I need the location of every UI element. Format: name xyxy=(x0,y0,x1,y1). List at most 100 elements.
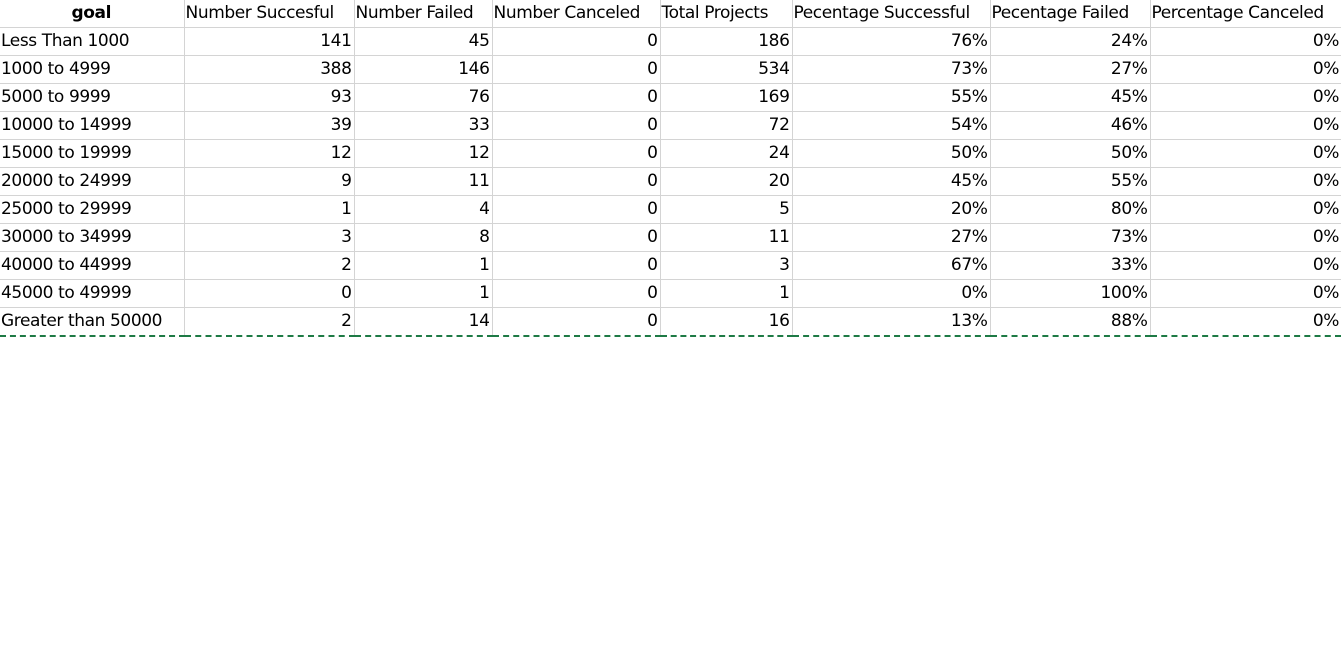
cell-total-projects[interactable]: 11 xyxy=(660,223,793,252)
cell-percentage-failed[interactable]: 46% xyxy=(990,111,1151,140)
cell-number-successful[interactable]: 93 xyxy=(184,83,355,112)
cell-number-successful[interactable]: 2 xyxy=(184,251,355,280)
cell-percentage-successful[interactable]: 13% xyxy=(792,307,991,337)
cell-number-canceled[interactable]: 0 xyxy=(492,55,661,84)
cell-goal[interactable]: 25000 to 29999 xyxy=(0,195,185,224)
cell-percentage-successful[interactable]: 67% xyxy=(792,251,991,280)
cell-number-canceled[interactable]: 0 xyxy=(492,139,661,168)
cell-percentage-failed[interactable]: 80% xyxy=(990,195,1151,224)
cell-total-projects[interactable]: 24 xyxy=(660,139,793,168)
cell-number-successful[interactable]: 3 xyxy=(184,223,355,252)
cell-percentage-successful[interactable]: 45% xyxy=(792,167,991,196)
cell-percentage-canceled[interactable]: 0% xyxy=(1150,195,1341,224)
cell-number-successful[interactable]: 9 xyxy=(184,167,355,196)
cell-number-failed[interactable]: 12 xyxy=(354,139,493,168)
cell-percentage-successful[interactable]: 27% xyxy=(792,223,991,252)
cell-percentage-failed[interactable]: 73% xyxy=(990,223,1151,252)
cell-percentage-canceled[interactable]: 0% xyxy=(1150,223,1341,252)
cell-percentage-failed[interactable]: 33% xyxy=(990,251,1151,280)
cell-number-successful[interactable]: 12 xyxy=(184,139,355,168)
cell-number-failed[interactable]: 1 xyxy=(354,251,493,280)
cell-total-projects[interactable]: 186 xyxy=(660,27,793,56)
cell-percentage-canceled[interactable]: 0% xyxy=(1150,279,1341,308)
header-cell-percentage-canceled[interactable]: Percentage Canceled xyxy=(1150,0,1341,28)
cell-percentage-failed[interactable]: 88% xyxy=(990,307,1151,337)
cell-number-failed[interactable]: 33 xyxy=(354,111,493,140)
table-row: Less Than 1000 141 45 0 186 76% 24% 0% xyxy=(0,27,1341,56)
cell-percentage-successful[interactable]: 20% xyxy=(792,195,991,224)
cell-goal[interactable]: Greater than 50000 xyxy=(0,307,185,337)
cell-percentage-canceled[interactable]: 0% xyxy=(1150,27,1341,56)
cell-number-failed[interactable]: 45 xyxy=(354,27,493,56)
cell-goal[interactable]: 1000 to 4999 xyxy=(0,55,185,84)
header-cell-goal[interactable]: goal xyxy=(0,0,185,28)
table-row: 1000 to 4999 388 146 0 534 73% 27% 0% xyxy=(0,55,1341,84)
cell-percentage-canceled[interactable]: 0% xyxy=(1150,111,1341,140)
cell-percentage-canceled[interactable]: 0% xyxy=(1150,251,1341,280)
cell-number-successful[interactable]: 141 xyxy=(184,27,355,56)
header-cell-percentage-successful[interactable]: Pecentage Successful xyxy=(792,0,991,28)
cell-percentage-canceled[interactable]: 0% xyxy=(1150,83,1341,112)
cell-number-canceled[interactable]: 0 xyxy=(492,111,661,140)
cell-number-canceled[interactable]: 0 xyxy=(492,27,661,56)
cell-percentage-canceled[interactable]: 0% xyxy=(1150,307,1341,337)
cell-number-successful[interactable]: 2 xyxy=(184,307,355,337)
cell-number-failed[interactable]: 4 xyxy=(354,195,493,224)
cell-number-successful[interactable]: 39 xyxy=(184,111,355,140)
cell-number-canceled[interactable]: 0 xyxy=(492,307,661,337)
cell-goal[interactable]: Less Than 1000 xyxy=(0,27,185,56)
cell-number-successful[interactable]: 1 xyxy=(184,195,355,224)
table-row: 40000 to 44999 2 1 0 3 67% 33% 0% xyxy=(0,251,1341,280)
cell-percentage-canceled[interactable]: 0% xyxy=(1150,139,1341,168)
cell-percentage-failed[interactable]: 50% xyxy=(990,139,1151,168)
cell-number-canceled[interactable]: 0 xyxy=(492,223,661,252)
cell-goal[interactable]: 20000 to 24999 xyxy=(0,167,185,196)
cell-total-projects[interactable]: 1 xyxy=(660,279,793,308)
cell-number-failed[interactable]: 11 xyxy=(354,167,493,196)
cell-total-projects[interactable]: 169 xyxy=(660,83,793,112)
cell-number-canceled[interactable]: 0 xyxy=(492,83,661,112)
cell-percentage-successful[interactable]: 50% xyxy=(792,139,991,168)
cell-percentage-successful[interactable]: 54% xyxy=(792,111,991,140)
cell-total-projects[interactable]: 3 xyxy=(660,251,793,280)
cell-number-canceled[interactable]: 0 xyxy=(492,251,661,280)
cell-number-failed[interactable]: 76 xyxy=(354,83,493,112)
header-cell-number-successful[interactable]: Number Succesful xyxy=(184,0,355,28)
cell-total-projects[interactable]: 5 xyxy=(660,195,793,224)
cell-percentage-successful[interactable]: 55% xyxy=(792,83,991,112)
cell-number-successful[interactable]: 388 xyxy=(184,55,355,84)
cell-goal[interactable]: 5000 to 9999 xyxy=(0,83,185,112)
cell-number-failed[interactable]: 8 xyxy=(354,223,493,252)
cell-number-canceled[interactable]: 0 xyxy=(492,167,661,196)
cell-percentage-failed[interactable]: 55% xyxy=(990,167,1151,196)
cell-number-failed[interactable]: 14 xyxy=(354,307,493,337)
cell-number-canceled[interactable]: 0 xyxy=(492,195,661,224)
cell-total-projects[interactable]: 72 xyxy=(660,111,793,140)
header-cell-total-projects[interactable]: Total Projects xyxy=(660,0,793,28)
cell-percentage-failed[interactable]: 45% xyxy=(990,83,1151,112)
table-row: 30000 to 34999 3 8 0 11 27% 73% 0% xyxy=(0,223,1341,252)
cell-percentage-canceled[interactable]: 0% xyxy=(1150,55,1341,84)
cell-total-projects[interactable]: 16 xyxy=(660,307,793,337)
cell-goal[interactable]: 15000 to 19999 xyxy=(0,139,185,168)
header-cell-number-canceled[interactable]: Number Canceled xyxy=(492,0,661,28)
cell-percentage-successful[interactable]: 0% xyxy=(792,279,991,308)
cell-total-projects[interactable]: 20 xyxy=(660,167,793,196)
cell-percentage-successful[interactable]: 76% xyxy=(792,27,991,56)
cell-percentage-canceled[interactable]: 0% xyxy=(1150,167,1341,196)
cell-percentage-failed[interactable]: 27% xyxy=(990,55,1151,84)
cell-number-canceled[interactable]: 0 xyxy=(492,279,661,308)
cell-number-failed[interactable]: 146 xyxy=(354,55,493,84)
header-cell-percentage-failed[interactable]: Pecentage Failed xyxy=(990,0,1151,28)
header-cell-number-failed[interactable]: Number Failed xyxy=(354,0,493,28)
cell-number-failed[interactable]: 1 xyxy=(354,279,493,308)
cell-total-projects[interactable]: 534 xyxy=(660,55,793,84)
cell-goal[interactable]: 10000 to 14999 xyxy=(0,111,185,140)
cell-percentage-successful[interactable]: 73% xyxy=(792,55,991,84)
cell-goal[interactable]: 40000 to 44999 xyxy=(0,251,185,280)
cell-number-successful[interactable]: 0 xyxy=(184,279,355,308)
cell-percentage-failed[interactable]: 24% xyxy=(990,27,1151,56)
cell-goal[interactable]: 45000 to 49999 xyxy=(0,279,185,308)
cell-percentage-failed[interactable]: 100% xyxy=(990,279,1151,308)
cell-goal[interactable]: 30000 to 34999 xyxy=(0,223,185,252)
